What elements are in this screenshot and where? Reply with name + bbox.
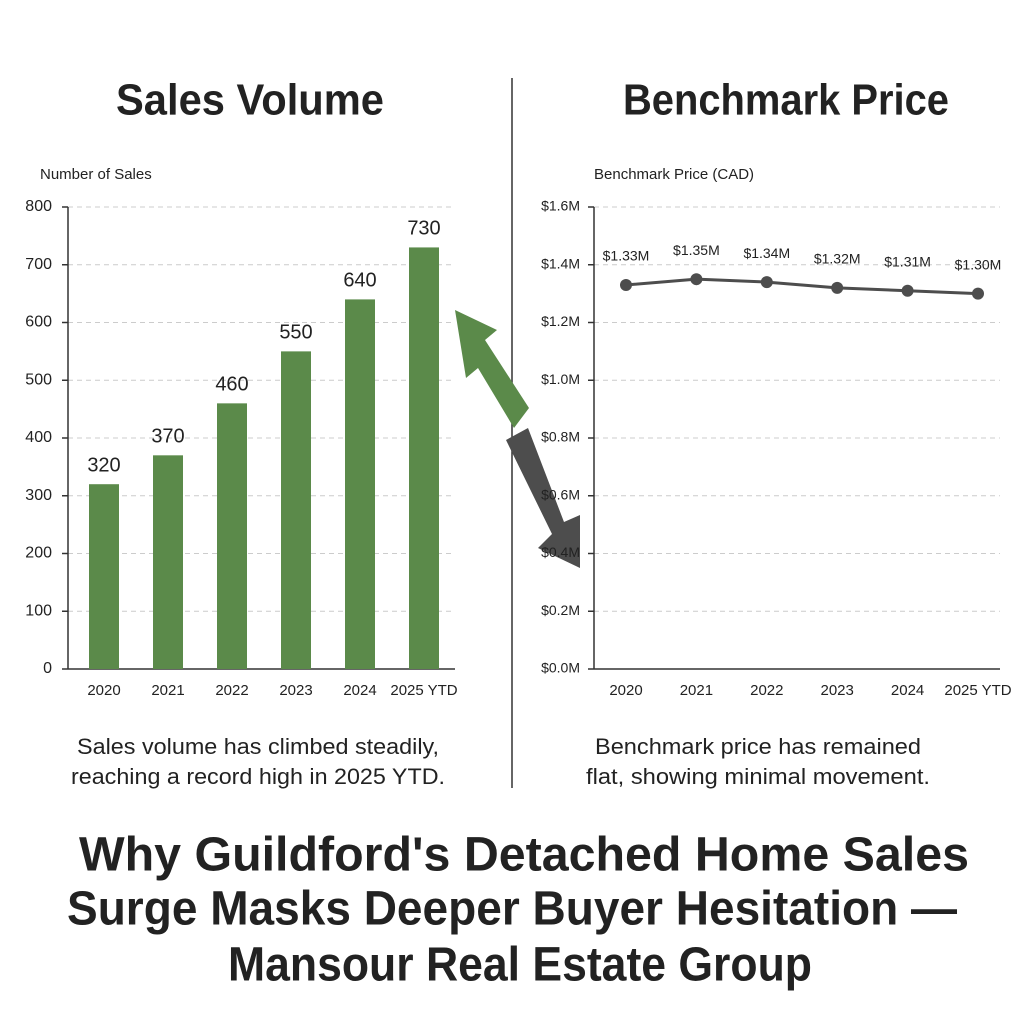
data-label: 730 (407, 218, 440, 240)
caption: flat, showing minimal movement. (586, 764, 930, 789)
data-label: $1.33M (603, 248, 650, 264)
x-tick-label: 2022 (215, 682, 248, 699)
y-tick-label: 500 (25, 371, 52, 388)
y-tick-label: 400 (25, 429, 52, 446)
y-axis-label: Number of Sales (40, 166, 152, 183)
point (690, 273, 703, 286)
data-label: 640 (343, 270, 376, 292)
y-tick-label: $0.0M (541, 660, 580, 676)
chart-title: Benchmark Price (623, 76, 949, 125)
y-tick-label: $0.8M (541, 429, 580, 445)
chart-title: Sales Volume (116, 76, 384, 125)
x-tick-label: 2024 (343, 682, 376, 699)
y-tick-label: 700 (25, 256, 52, 273)
caption: reaching a record high in 2025 YTD. (71, 764, 445, 789)
bar (409, 247, 439, 670)
caption: Sales volume has climbed steadily, (77, 734, 439, 759)
x-tick-label: 2023 (279, 682, 312, 699)
y-axis-label: Benchmark Price (CAD) (594, 166, 754, 183)
arrow-up (455, 310, 529, 428)
x-tick-label: 2025 YTD (944, 682, 1011, 699)
bar (217, 403, 247, 669)
data-label: $1.34M (743, 245, 790, 261)
y-tick-label: 600 (25, 314, 52, 331)
bar (281, 351, 311, 669)
data-label: 320 (87, 454, 120, 476)
y-tick-label: 800 (25, 198, 52, 215)
data-label: $1.32M (814, 251, 861, 267)
x-tick-label: 2023 (821, 682, 854, 699)
x-tick-label: 2025 YTD (390, 682, 457, 699)
bar (345, 299, 375, 669)
y-tick-label: $1.2M (541, 313, 580, 329)
bar (153, 455, 183, 669)
y-tick-label: $0.4M (541, 544, 580, 560)
x-tick-label: 2024 (891, 682, 924, 699)
data-label: $1.35M (673, 242, 720, 258)
point (831, 281, 844, 294)
headline: Mansour Real Estate Group (228, 939, 812, 992)
bar (89, 484, 119, 669)
caption: Benchmark price has remained (595, 734, 921, 759)
y-tick-label: $1.4M (541, 255, 580, 271)
data-label: 550 (279, 322, 312, 344)
point (760, 276, 773, 289)
point (972, 287, 984, 300)
y-tick-label: $0.2M (541, 602, 580, 618)
x-tick-label: 2021 (680, 682, 713, 699)
headline: Why Guildford's Detached Home Sales (79, 829, 969, 882)
x-tick-label: 2020 (87, 682, 120, 699)
y-tick-label: 200 (25, 545, 52, 562)
x-tick-label: 2021 (151, 682, 184, 699)
x-tick-label: 2022 (750, 682, 783, 699)
data-label: $1.30M (955, 256, 1002, 272)
point (620, 278, 632, 291)
y-tick-label: $1.0M (541, 371, 580, 387)
x-tick-label: 2020 (609, 682, 642, 699)
y-tick-label: $1.6M (541, 198, 580, 214)
y-tick-label: 300 (25, 487, 52, 504)
y-tick-label: 100 (25, 602, 52, 619)
line (625, 277, 979, 296)
point (901, 284, 914, 297)
y-tick-label: 0 (43, 660, 52, 677)
data-label: 370 (151, 426, 184, 448)
data-label: 460 (215, 374, 248, 396)
arrow-down (506, 428, 580, 568)
headline: Surge Masks Deeper Buyer Hesitation — (67, 883, 957, 936)
y-tick-label: $0.6M (541, 486, 580, 502)
data-label: $1.31M (884, 253, 931, 269)
